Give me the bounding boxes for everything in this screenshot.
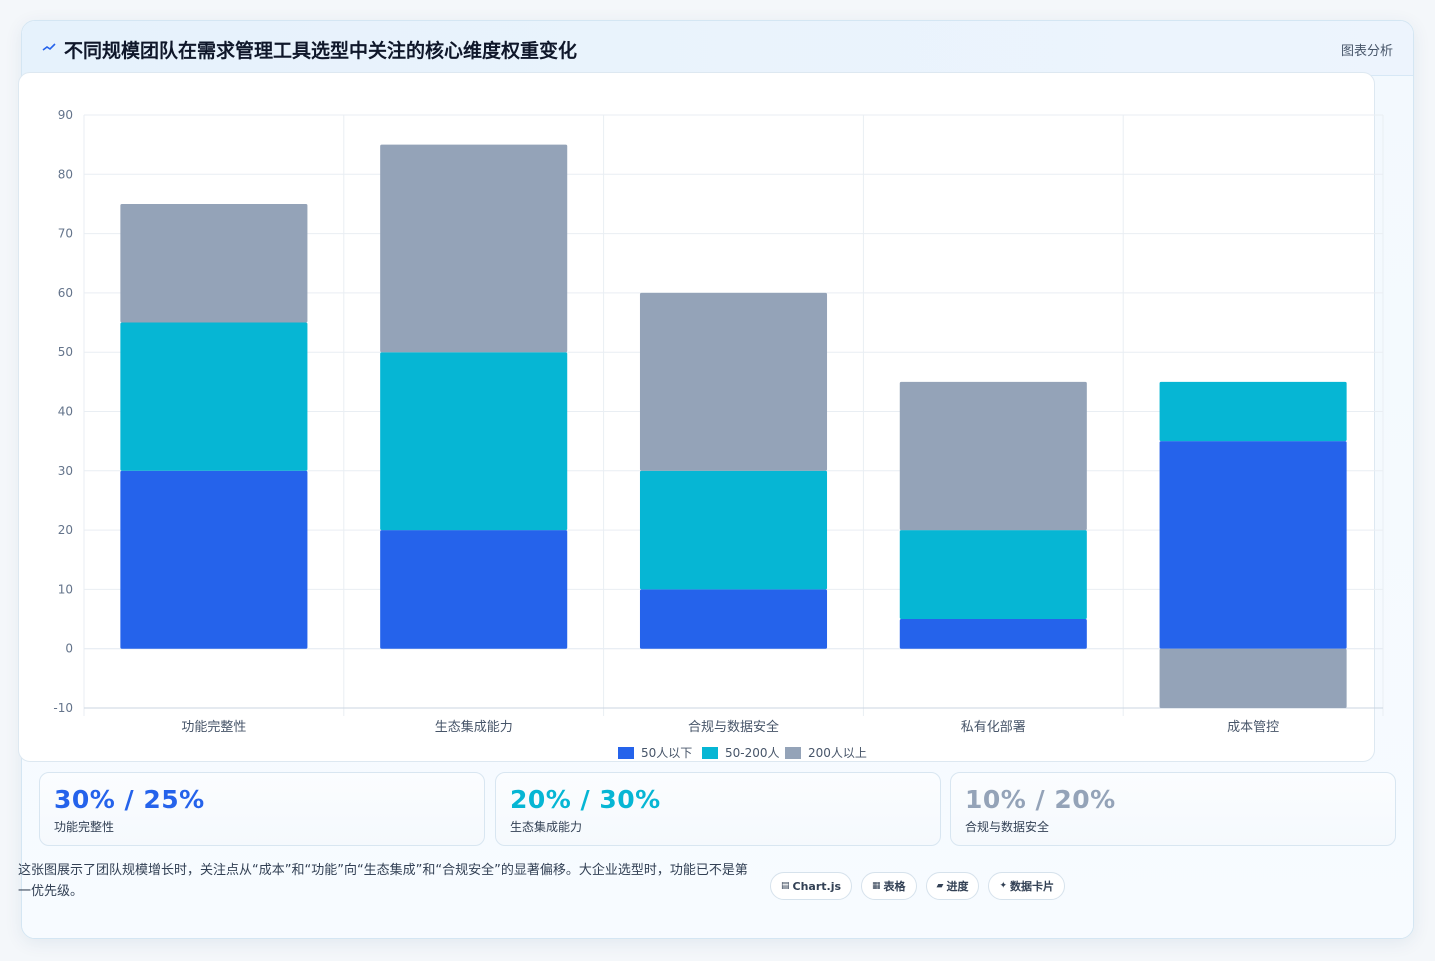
legend-swatch xyxy=(618,747,634,759)
x-tick-label: 功能完整性 xyxy=(181,720,246,735)
bar-segment-50-200人 xyxy=(120,322,308,471)
y-tick-label: 90 xyxy=(58,108,73,122)
y-tick-label: -10 xyxy=(53,701,73,715)
legend-swatch xyxy=(702,747,718,759)
bar-segment-50人以下 xyxy=(899,619,1087,649)
bar-segment-200人以上 xyxy=(1159,648,1347,708)
legend-swatch xyxy=(785,747,801,759)
header-tag: 图表分析 xyxy=(1340,44,1393,59)
trend-icon xyxy=(42,43,56,51)
chip-label: 数据卡片 xyxy=(1010,880,1055,893)
sparkle-icon: ✦ xyxy=(999,881,1008,891)
y-tick-label: 30 xyxy=(58,464,73,478)
kpi-value: 20% / 30% xyxy=(510,785,661,814)
x-tick-label: 私有化部署 xyxy=(961,720,1026,735)
card-header: 不同规模团队在需求管理工具选型中关注的核心维度权重变化 图表分析 xyxy=(22,21,1413,76)
x-tick-label: 合规与数据安全 xyxy=(688,719,779,735)
y-tick-label: 50 xyxy=(58,345,73,359)
feature-chips: ▤ Chart.js ▦ 表格 ▰ 进度 ✦ 数据卡片 xyxy=(770,872,1066,900)
chip-label: Chart.js xyxy=(792,879,842,893)
y-tick-label: 0 xyxy=(65,642,73,656)
chip-label: 表格 xyxy=(883,880,906,893)
y-tick-label: 70 xyxy=(58,227,73,241)
bar-segment-200人以上 xyxy=(380,144,568,353)
x-tick-label: 生态集成能力 xyxy=(435,719,513,735)
kpi-card-1: 30% / 25% 功能完整性 xyxy=(39,772,485,846)
bar-segment-200人以上 xyxy=(120,203,308,323)
kpi-value: 10% / 20% xyxy=(965,785,1116,814)
y-tick-label: 10 xyxy=(58,582,73,596)
bar-segment-50人以下 xyxy=(1159,441,1347,649)
bar-segment-50人以下 xyxy=(380,530,568,649)
page-title: 不同规模团队在需求管理工具选型中关注的核心维度权重变化 xyxy=(64,40,578,62)
table-icon: ▦ xyxy=(872,881,881,891)
y-tick-label: 40 xyxy=(58,405,73,419)
kpi-label: 功能完整性 xyxy=(54,820,115,834)
y-tick-label: 60 xyxy=(58,286,73,300)
bar-segment-200人以上 xyxy=(899,381,1087,531)
bar-segment-200人以上 xyxy=(639,292,828,471)
kpi-card-3: 10% / 20% 合规与数据安全 xyxy=(950,772,1396,846)
chip-label: 进度 xyxy=(946,880,969,893)
bar-segment-50人以下 xyxy=(639,589,828,649)
legend-label: 200人以上 xyxy=(808,746,867,760)
bar-segment-50-200人 xyxy=(1159,381,1347,442)
chip-data-card[interactable]: ✦ 数据卡片 xyxy=(988,872,1066,900)
bar-segment-50人以下 xyxy=(120,470,308,649)
progress-icon: ▰ xyxy=(936,881,944,891)
axis-labels: 90 80 70 60 50 40 30 20 10 0 -10 功能完整性 生态集成能力 合规与数据安全… xyxy=(53,108,1279,735)
chip-chartjs[interactable]: ▤ Chart.js xyxy=(770,872,853,900)
legend-label: 50人以下 xyxy=(641,746,692,760)
bar-segment-50-200人 xyxy=(899,530,1087,620)
bar-segment-50-200人 xyxy=(380,352,568,531)
kpi-card-2: 20% / 30% 生态集成能力 xyxy=(495,772,941,846)
kpi-label: 生态集成能力 xyxy=(510,820,583,834)
chip-progress[interactable]: ▰ 进度 xyxy=(925,872,980,900)
x-tick-label: 成本管控 xyxy=(1227,720,1279,735)
kpi-label: 合规与数据安全 xyxy=(965,820,1050,834)
bar-marks xyxy=(120,144,1347,708)
legend: 50人以下 50-200人 200人以上 xyxy=(618,746,867,760)
chip-table[interactable]: ▦ 表格 xyxy=(861,872,917,900)
y-tick-label: 20 xyxy=(58,523,73,537)
kpi-value: 30% / 25% xyxy=(54,785,205,814)
y-tick-label: 80 xyxy=(58,167,73,181)
chart-description: 这张图展示了团队规模增长时，关注点从“成本”和“功能”向“生态集成”和“合规安全… xyxy=(18,863,748,899)
legend-label: 50-200人 xyxy=(725,746,780,760)
bar-segment-50-200人 xyxy=(639,470,828,590)
chart-icon: ▤ xyxy=(781,881,790,891)
